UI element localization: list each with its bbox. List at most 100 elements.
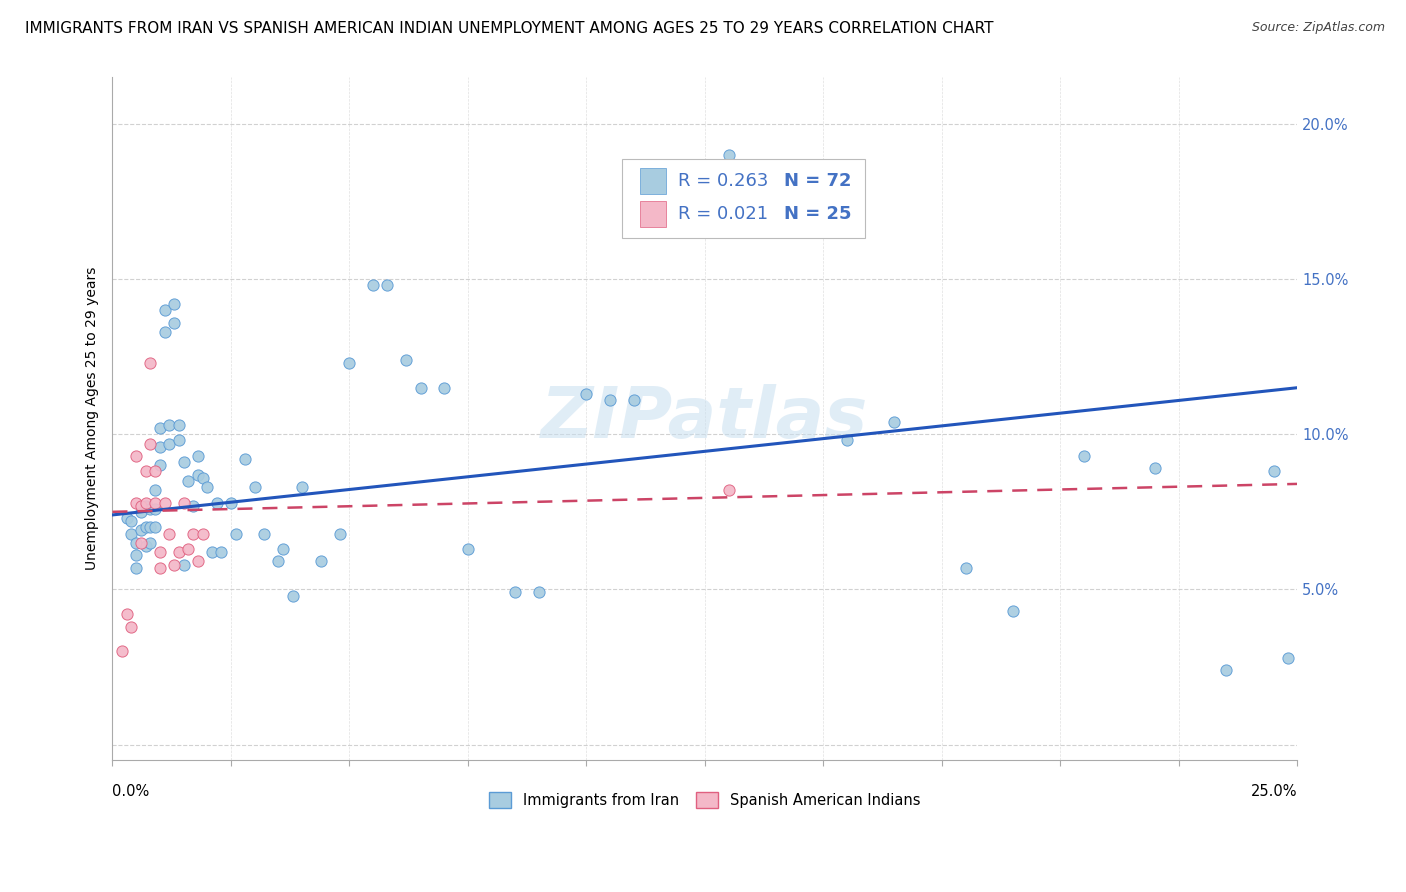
Point	[1277, 650, 1299, 665]
Point	[271, 542, 294, 557]
Text: N = 25: N = 25	[785, 205, 852, 223]
Point	[187, 467, 209, 482]
Point	[149, 560, 172, 574]
Point	[623, 393, 645, 408]
Point	[139, 501, 162, 516]
Point	[125, 449, 148, 463]
Text: R = 0.021: R = 0.021	[678, 205, 768, 223]
Point	[173, 495, 195, 509]
Point	[201, 545, 224, 559]
Point	[129, 499, 152, 513]
Point	[153, 325, 176, 339]
Point	[195, 480, 218, 494]
Point	[157, 526, 180, 541]
Point	[1263, 465, 1285, 479]
Point	[139, 520, 162, 534]
Point	[329, 526, 352, 541]
Point	[129, 524, 152, 538]
Text: ZIPatlas: ZIPatlas	[541, 384, 869, 453]
Point	[157, 436, 180, 450]
Point	[149, 545, 172, 559]
Point	[187, 449, 209, 463]
Point	[139, 356, 162, 370]
Point	[120, 514, 142, 528]
FancyBboxPatch shape	[621, 160, 865, 238]
Text: Source: ZipAtlas.com: Source: ZipAtlas.com	[1251, 21, 1385, 34]
Point	[115, 511, 138, 525]
Point	[163, 316, 186, 330]
Point	[717, 148, 740, 162]
Text: 0.0%: 0.0%	[112, 784, 150, 799]
Point	[120, 619, 142, 633]
Point	[191, 526, 214, 541]
Point	[125, 548, 148, 562]
Point	[243, 480, 266, 494]
Y-axis label: Unemployment Among Ages 25 to 29 years: Unemployment Among Ages 25 to 29 years	[86, 267, 100, 570]
Point	[291, 480, 314, 494]
Point	[361, 278, 384, 293]
Point	[457, 542, 479, 557]
Point	[135, 539, 157, 553]
Point	[143, 483, 166, 497]
Bar	[640, 169, 666, 194]
Point	[599, 393, 621, 408]
Point	[181, 499, 204, 513]
Point	[153, 303, 176, 318]
Point	[177, 474, 200, 488]
Point	[267, 554, 290, 568]
Point	[125, 560, 148, 574]
Point	[395, 352, 418, 367]
Point	[1215, 663, 1237, 677]
Point	[575, 387, 598, 401]
Point	[173, 558, 195, 572]
Point	[377, 278, 399, 293]
Point	[120, 526, 142, 541]
Point	[149, 421, 172, 435]
Point	[135, 499, 157, 513]
Point	[717, 483, 740, 497]
Point	[143, 520, 166, 534]
Point	[339, 356, 361, 370]
Bar	[640, 201, 666, 227]
Point	[505, 585, 527, 599]
Point	[149, 458, 172, 473]
Point	[125, 536, 148, 550]
Point	[143, 465, 166, 479]
Point	[191, 471, 214, 485]
Text: 25.0%: 25.0%	[1251, 784, 1298, 799]
Text: R = 0.263: R = 0.263	[678, 172, 768, 190]
Point	[135, 465, 157, 479]
Text: N = 72: N = 72	[785, 172, 852, 190]
Point	[433, 381, 456, 395]
Point	[211, 545, 233, 559]
Point	[219, 495, 242, 509]
Point	[187, 554, 209, 568]
Point	[163, 297, 186, 311]
Point	[167, 417, 190, 432]
Point	[129, 505, 152, 519]
Point	[1001, 604, 1024, 618]
Point	[181, 526, 204, 541]
Point	[139, 536, 162, 550]
Point	[281, 589, 304, 603]
Point	[1073, 449, 1095, 463]
Point	[115, 607, 138, 622]
Point	[409, 381, 432, 395]
Point	[955, 560, 977, 574]
Text: IMMIGRANTS FROM IRAN VS SPANISH AMERICAN INDIAN UNEMPLOYMENT AMONG AGES 25 TO 29: IMMIGRANTS FROM IRAN VS SPANISH AMERICAN…	[25, 21, 994, 36]
Point	[129, 536, 152, 550]
Point	[139, 436, 162, 450]
Point	[135, 495, 157, 509]
Point	[177, 542, 200, 557]
Point	[157, 417, 180, 432]
Point	[1144, 461, 1167, 475]
Point	[835, 434, 858, 448]
Legend: Immigrants from Iran, Spanish American Indians: Immigrants from Iran, Spanish American I…	[484, 787, 927, 814]
Point	[149, 440, 172, 454]
Point	[163, 558, 186, 572]
Point	[125, 495, 148, 509]
Point	[143, 501, 166, 516]
Point	[253, 526, 276, 541]
Point	[153, 495, 176, 509]
Point	[143, 495, 166, 509]
